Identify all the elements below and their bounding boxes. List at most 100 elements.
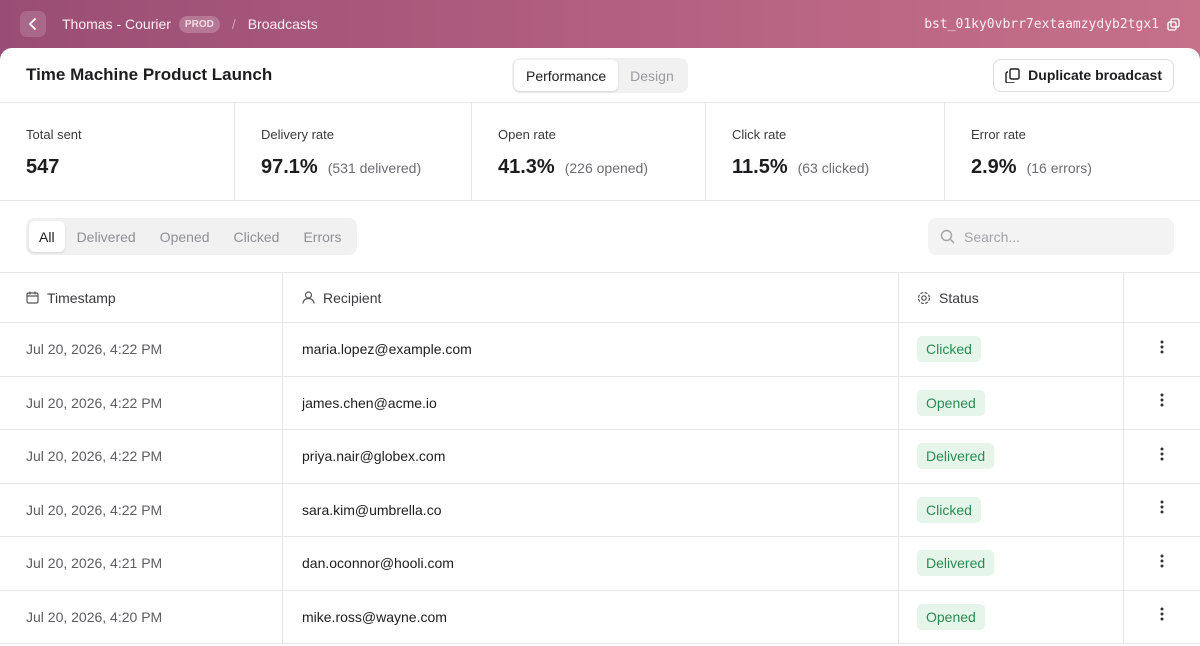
timestamp: Jul 20, 2026, 4:22 PM — [26, 501, 163, 518]
stat-value-row: 2.9% (16 errors) — [971, 156, 1174, 179]
stat-value: 41.3% — [498, 156, 555, 178]
status-badge: Delivered — [917, 550, 995, 577]
row-menu[interactable] — [1160, 607, 1164, 626]
filter-tab[interactable]: Errors — [303, 228, 342, 245]
search-box[interactable]: Search... — [928, 218, 1174, 255]
recipient: dan.oconnor@hooli.com — [302, 555, 454, 572]
recipient: priya.nair@globex.com — [302, 448, 446, 465]
workspace[interactable]: Thomas - Courier — [62, 16, 171, 32]
status-badge: Delivered — [917, 443, 995, 470]
kebab-icon — [1160, 447, 1164, 461]
timestamp: Jul 20, 2026, 4:22 PM — [26, 341, 163, 358]
stat: Click rate 11.5% (63 clicked) — [706, 103, 945, 200]
table-row[interactable]: Jul 20, 2026, 4:22 PM maria.lopez@example… — [0, 323, 1200, 377]
kebab-icon — [1160, 393, 1164, 407]
top-bar: Thomas - Courier PROD / Broadcasts bst_0… — [0, 0, 1200, 48]
table-row[interactable]: Jul 20, 2026, 4:22 PM sara.kim@umbrella.c… — [0, 483, 1200, 537]
cell: Jul 20, 2026, 4:21 PM — [0, 537, 283, 590]
stats: Total sent 547 Delivery rate 97.1% (531 deli… — [0, 103, 1200, 201]
tab[interactable]: Performance — [514, 60, 619, 91]
row-menu[interactable] — [1160, 500, 1164, 519]
duplicate-label: Duplicate broadcast — [1028, 67, 1162, 83]
title: Time Machine Product Launch — [26, 65, 273, 84]
stat-value-row: 547 — [26, 156, 208, 179]
view-tabs: Performance Design — [512, 58, 688, 93]
cell: james.chen@acme.io — [283, 376, 899, 429]
filter-tab[interactable]: Opened — [159, 228, 210, 245]
cell: Clicked — [899, 483, 1124, 536]
filter-tab[interactable]: Delivered — [76, 228, 136, 245]
cell: Jul 20, 2026, 4:22 PM — [0, 483, 283, 536]
stat: Total sent 547 — [0, 103, 235, 200]
stat-label: Error rate — [971, 127, 1026, 142]
table-row[interactable]: Jul 20, 2026, 4:22 PM james.chen@acme.io O… — [0, 376, 1200, 430]
stat: Error rate 2.9% (16 errors) — [945, 103, 1200, 200]
stat-value-row: 11.5% (63 clicked) — [732, 156, 918, 179]
kebab-icon — [1160, 500, 1164, 514]
cell: Jul 20, 2026, 4:20 PM — [0, 590, 283, 643]
stat-detail: (16 errors) — [1026, 160, 1092, 176]
cell — [1124, 323, 1200, 376]
cell: Opened — [899, 376, 1124, 429]
status-badge: Opened — [917, 603, 985, 630]
back-button[interactable] — [20, 11, 46, 37]
row-menu[interactable] — [1160, 447, 1164, 466]
separator: / — [231, 16, 236, 32]
row-menu[interactable] — [1160, 340, 1164, 359]
stat-value: 2.9% — [971, 156, 1017, 178]
column-header: Timestamp — [47, 289, 116, 306]
cell: dan.oconnor@hooli.com — [283, 537, 899, 590]
row-menu[interactable] — [1160, 554, 1164, 573]
tab[interactable]: Design — [630, 67, 674, 84]
cell — [1124, 377, 1200, 430]
stat-label: Click rate — [732, 127, 787, 142]
column-header: Recipient — [323, 289, 382, 306]
stat-label: Open rate — [498, 127, 556, 142]
cell: Opened — [899, 590, 1124, 643]
cell: Jul 20, 2026, 4:22 PM — [0, 430, 283, 483]
filter-tab[interactable]: Clicked — [233, 228, 280, 245]
filter-tab[interactable]: All — [29, 221, 65, 252]
cell: mike.ross@wayne.com — [283, 590, 899, 643]
cell: Delivered — [899, 430, 1124, 483]
stat: Delivery rate 97.1% (531 delivered) — [235, 103, 472, 200]
cell: Delivered — [899, 537, 1124, 590]
stat-value: 11.5% — [732, 156, 788, 178]
stat-detail: (63 clicked) — [797, 160, 870, 176]
table-row[interactable]: Jul 20, 2026, 4:22 PM priya.nair@globex.c… — [0, 430, 1200, 484]
search-placeholder: Search... — [964, 228, 1021, 245]
cell: Jul 20, 2026, 4:22 PM — [0, 323, 283, 376]
recipient: sara.kim@umbrella.co — [302, 501, 442, 518]
stat-label: Total sent — [26, 127, 82, 142]
cell: priya.nair@globex.com — [283, 430, 899, 483]
section[interactable]: Broadcasts — [247, 16, 318, 32]
timestamp: Jul 20, 2026, 4:20 PM — [26, 608, 163, 625]
cell — [1124, 484, 1200, 537]
status-badge: Clicked — [917, 336, 981, 363]
title-row: Time Machine Product Launch Performance … — [0, 48, 1200, 103]
duplicate-button[interactable]: Duplicate broadcast — [993, 58, 1174, 92]
row-menu[interactable] — [1160, 393, 1164, 412]
table-row[interactable]: Jul 20, 2026, 4:20 PM mike.ross@wayne.com… — [0, 590, 1200, 644]
recipient: maria.lopez@example.com — [302, 341, 472, 358]
kebab-icon — [1160, 554, 1164, 568]
stat-value: 97.1% — [261, 156, 318, 178]
cell: maria.lopez@example.com — [283, 323, 899, 376]
recipient: mike.ross@wayne.com — [302, 608, 447, 625]
table-body: Jul 20, 2026, 4:22 PM maria.lopez@example… — [0, 323, 1200, 644]
copy-icon[interactable] — [1167, 17, 1180, 31]
stat-detail: (226 opened) — [564, 160, 649, 176]
card: Time Machine Product Launch Performance … — [0, 48, 1200, 646]
timestamp: Jul 20, 2026, 4:22 PM — [26, 394, 163, 411]
table-header: Timestamp Recipient Status — [0, 273, 1200, 323]
cell: sara.kim@umbrella.co — [283, 483, 899, 536]
status-badge: Clicked — [917, 496, 981, 523]
stat-label: Delivery rate — [261, 127, 334, 142]
status-badge: Opened — [917, 389, 985, 416]
stat-value-row: 97.1% (531 delivered) — [261, 156, 445, 179]
filter-bar: All Delivered Opened Clicked Errors Search..… — [0, 201, 1200, 273]
table-row[interactable]: Jul 20, 2026, 4:21 PM dan.oconnor@hooli.c… — [0, 537, 1200, 591]
stat: Open rate 41.3% (226 opened) — [472, 103, 706, 200]
id-text: bst_01ky0vbrr7extaamzydyb2tgx1 — [924, 16, 1159, 32]
